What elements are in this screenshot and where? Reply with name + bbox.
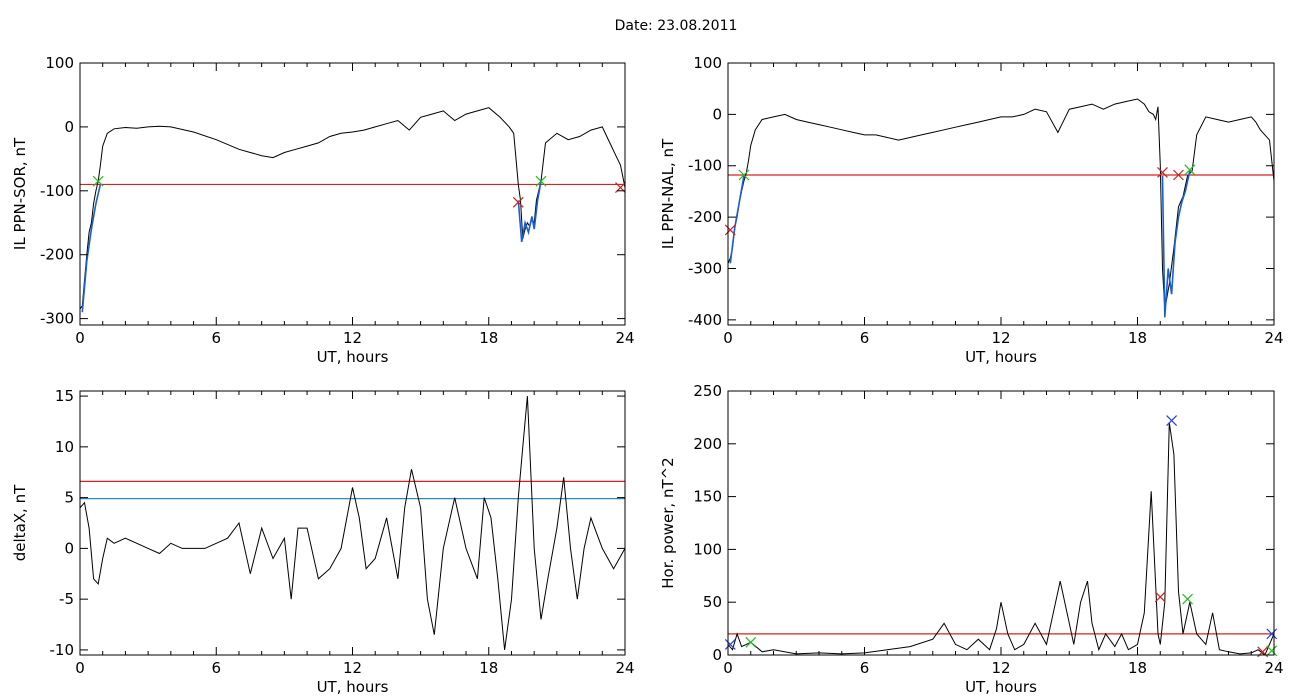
y-tick-label: 50 [703, 593, 722, 611]
marker-red [1157, 166, 1168, 178]
highlight-segment [1161, 170, 1191, 318]
x-tick-label: 12 [991, 329, 1010, 347]
panel-deltax: 0 6 12 18 24 -10 -5 0 5 10 15 UT, hours deltaX, nT [11, 387, 635, 696]
y-tick-label: -200 [40, 246, 74, 264]
x-tick-label: 24 [615, 329, 634, 347]
marker-red [1154, 591, 1166, 603]
x-tick-label: 18 [479, 329, 498, 347]
y-tick-label: 100 [45, 54, 74, 72]
x-tick-label: 12 [343, 329, 362, 347]
x-tick-label: 24 [615, 659, 634, 677]
panel-hor-power: 0 6 12 18 24 0 50 100 150 200 250 UT, hours Hor. pow… [659, 382, 1284, 696]
y-tick-label: 0 [712, 646, 722, 664]
y-tick-label: -100 [40, 182, 74, 200]
x-tick-label: 12 [343, 659, 362, 677]
x-tick-label: 6 [860, 659, 870, 677]
page-title: Date: 23.08.2011 [614, 18, 738, 34]
x-tick-label: 24 [1264, 659, 1283, 677]
marker-green [745, 636, 757, 648]
y-tick-label: 100 [693, 540, 722, 558]
marker-green [92, 175, 104, 187]
x-axis-label: UT, hours [965, 348, 1037, 366]
marker-green [1266, 645, 1278, 657]
y-tick-label: -5 [59, 590, 74, 608]
y-axis-label: deltaX, nT [11, 484, 29, 561]
y-tick-label: -300 [40, 310, 74, 328]
y-axis-label: Hor. power, nT^2 [659, 457, 677, 588]
plot-frame [727, 390, 1275, 656]
y-tick-label: 250 [693, 382, 722, 400]
y-tick-label: 150 [693, 488, 722, 506]
x-tick-label: 6 [860, 329, 870, 347]
marker-red [512, 196, 524, 208]
marker-green [1184, 164, 1196, 176]
marker-blue [724, 639, 736, 650]
plot-frame [79, 62, 626, 326]
y-tick-label: -400 [688, 311, 722, 329]
marker-red [1173, 169, 1184, 181]
series-line [728, 422, 1274, 655]
x-axis-label: UT, hours [317, 678, 389, 696]
x-tick-label: 0 [75, 329, 85, 347]
highlight-segment [517, 181, 542, 243]
x-tick-label: 18 [1128, 329, 1147, 347]
y-tick-label: 5 [64, 489, 74, 507]
marker-red [724, 224, 736, 236]
x-tick-label: 6 [211, 329, 221, 347]
x-tick-label: 24 [1264, 329, 1283, 347]
highlight-segment [729, 175, 745, 264]
y-tick-label: -200 [688, 208, 722, 226]
y-tick-label: 100 [693, 54, 722, 72]
marker-green [1182, 593, 1193, 605]
marker-blue [1266, 628, 1278, 640]
x-tick-label: 18 [479, 659, 498, 677]
plot-frame [79, 390, 626, 656]
y-axis-label: IL PPN-SOR, nT [11, 137, 29, 250]
y-tick-label: 10 [55, 438, 74, 456]
marker-green [535, 175, 547, 187]
y-tick-label: 0 [712, 105, 722, 123]
panel-ppn-nal: 0 6 12 18 24 -400 -300 -200 -100 0 100 UT, hours IL … [659, 54, 1284, 366]
x-tick-label: 18 [1128, 659, 1147, 677]
plot-frame [727, 62, 1275, 326]
y-tick-label: 15 [55, 387, 74, 405]
x-tick-label: 12 [991, 659, 1010, 677]
x-axis-label: UT, hours [965, 678, 1037, 696]
y-tick-label: -100 [688, 157, 722, 175]
x-axis-label: UT, hours [317, 348, 389, 366]
y-tick-label: -300 [688, 259, 722, 277]
y-tick-label: -10 [50, 641, 75, 659]
x-tick-label: 0 [723, 329, 733, 347]
y-tick-label: 200 [693, 435, 722, 453]
series-line [80, 396, 625, 650]
x-tick-label: 0 [75, 659, 85, 677]
highlight-segment [81, 184, 102, 313]
y-tick-label: 0 [64, 539, 74, 557]
x-tick-label: 0 [723, 659, 733, 677]
panel-ppn-sor: 0 6 12 18 24 -300 -200 -100 0 100 UT, hours IL PPN-… [11, 54, 635, 366]
series-line [728, 98, 1274, 310]
x-tick-label: 6 [211, 659, 221, 677]
series-line [80, 107, 625, 310]
marker-green [738, 169, 750, 181]
y-tick-label: 0 [64, 118, 74, 136]
y-axis-label: IL PPN-NAL, nT [659, 138, 677, 249]
marker-blue [1166, 415, 1178, 426]
